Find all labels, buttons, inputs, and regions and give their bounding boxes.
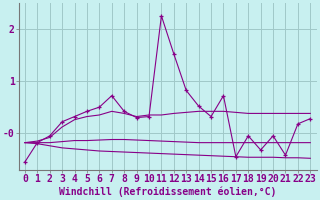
X-axis label: Windchill (Refroidissement éolien,°C): Windchill (Refroidissement éolien,°C) (59, 187, 276, 197)
